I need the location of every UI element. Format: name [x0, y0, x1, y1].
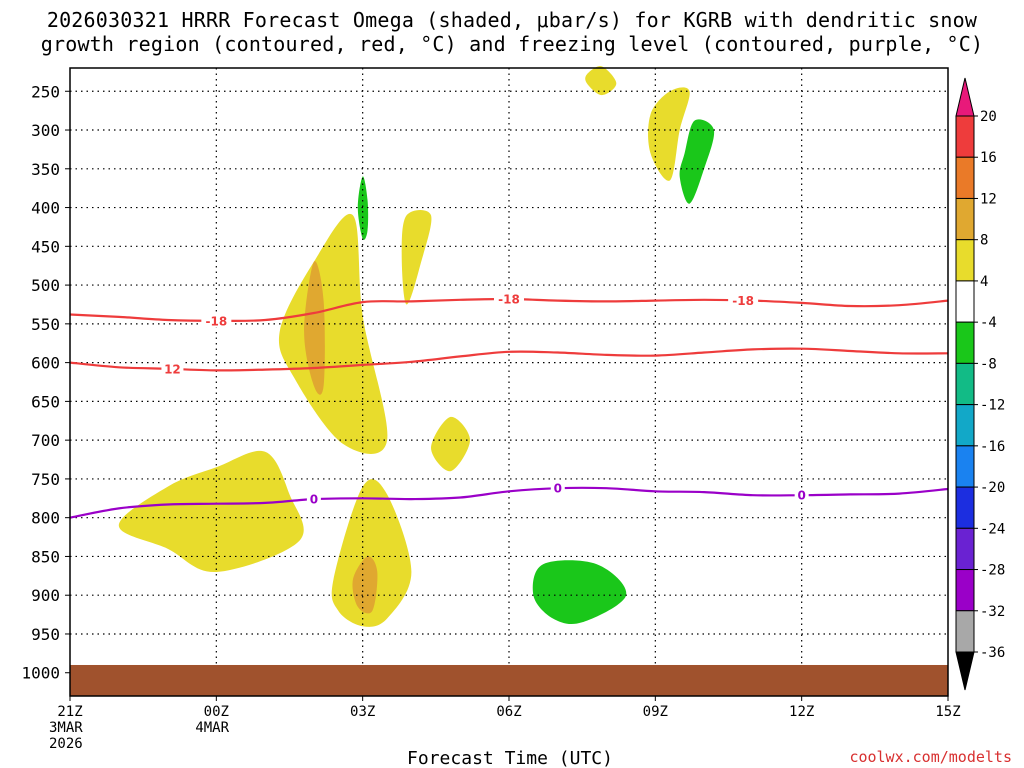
y-tick-label-900: 900: [31, 586, 60, 605]
y-tick-label-700: 700: [31, 431, 60, 450]
colorbar-label-10: -24: [980, 521, 1005, 537]
chart-title-line-1: 2026030321 HRRR Forecast Omega (shaded, …: [46, 8, 978, 32]
colorbar-label-3: 8: [980, 233, 988, 249]
colorbar-label-1: 16: [980, 150, 997, 166]
y-tick-label-450: 450: [31, 237, 60, 256]
colorbar-label-13: -36: [980, 645, 1005, 661]
contour-label-bg-dendritic-upper-1: [494, 292, 524, 307]
colorbar-box-8: [955, 445, 975, 488]
contours: -18 -18 -18 12 0 0 0: [69, 292, 949, 519]
contour-label-bg-freezing-level-2: [794, 488, 809, 503]
y-tick-label-600: 600: [31, 354, 60, 373]
grid: [70, 68, 948, 696]
shaded-region-upward-4-8: [648, 87, 690, 181]
ground-band: [70, 664, 948, 696]
chart-title-line-2: growth region (contoured, red, °C) and f…: [40, 32, 984, 56]
y-tick-label-750: 750: [31, 470, 60, 489]
x-tick-label-00Z-1: 4MAR: [195, 720, 229, 736]
y-tick-label-1000: 1000: [21, 664, 60, 683]
shaded-region-downward-4-8: [679, 119, 715, 204]
omega-shading: [118, 66, 715, 627]
colorbar-box-3: [955, 239, 975, 282]
shaded-region-upward-4-8: [118, 450, 304, 573]
y-tick-label-500: 500: [31, 276, 60, 295]
x-tick-label-09Z-0: 09Z: [643, 704, 668, 720]
shaded-region-upward-4-8: [431, 416, 470, 472]
colorbar-label-11: -28: [980, 563, 1005, 579]
contour-label-freezing-level-1: 0: [554, 482, 562, 496]
contour-label-dendritic-upper-2: -18: [732, 294, 754, 308]
y-tick-label-400: 400: [31, 199, 60, 218]
x-tick-label-21Z-1: 3MAR: [49, 720, 83, 736]
y-tick-label-350: 350: [31, 160, 60, 179]
y-tick-label-650: 650: [31, 392, 60, 411]
y-tick-label-850: 850: [31, 547, 60, 566]
contour-label-freezing-level-2: 0: [797, 489, 805, 503]
colorbar-label-5: -4: [980, 315, 997, 331]
colorbar-label-0: 20: [980, 109, 997, 125]
contour-label-dendritic-lower-0: 12: [164, 362, 181, 376]
contour-label-bg-freezing-level-1: [550, 481, 565, 496]
contour-label-dendritic-upper-0: -18: [205, 314, 227, 328]
colorbar-box-0: [955, 115, 975, 158]
colorbar-label-8: -16: [980, 439, 1005, 455]
x-tick-label-15Z-0: 15Z: [935, 704, 960, 720]
x-tick-label-03Z-0: 03Z: [350, 704, 375, 720]
shaded-region-upward-8-12: [352, 556, 378, 614]
colorbar-box-1: [955, 156, 975, 199]
shaded-region-upward-4-8: [331, 479, 412, 627]
shaded-region-upward-4-8: [585, 66, 617, 96]
contour-label-freezing-level-0: 0: [310, 493, 318, 507]
y-tick-label-950: 950: [31, 625, 60, 644]
y-tick-label-800: 800: [31, 509, 60, 528]
x-tick-label-12Z-0: 12Z: [789, 704, 814, 720]
shaded-region-downward-4-8: [532, 560, 627, 625]
colorbar-label-9: -20: [980, 480, 1005, 496]
colorbar-box-10: [955, 527, 975, 571]
contour-label-bg-dendritic-upper-2: [728, 293, 759, 308]
shaded-region-upward-4-8: [278, 213, 388, 455]
colorbar-box-4: [955, 280, 975, 323]
shaded-region-upward-4-8: [401, 209, 432, 305]
x-tick-label-06Z-0: 06Z: [496, 704, 521, 720]
colorbar-label-7: -12: [980, 398, 1005, 414]
colorbar-label-2: 12: [980, 191, 997, 207]
colorbar-label-12: -32: [980, 604, 1005, 620]
colorbar-bottom-arrow: [955, 651, 975, 691]
colorbar-label-4: 4: [980, 274, 988, 290]
x-tick-label-21Z-2: 2026: [49, 736, 83, 752]
colorbar-box-12: [955, 610, 975, 653]
colorbar: 20 16 12 8 4 -4 -8 -12 -16 -20 -24 -28 -32 -36: [955, 77, 1005, 691]
contour-dendritic-lower: [69, 347, 949, 372]
colorbar-top-arrow: [955, 77, 975, 117]
x-tick-label-21Z-0: 21Z: [57, 704, 82, 720]
shaded-region-downward-4-8: [357, 176, 369, 240]
colorbar-box-11: [955, 569, 975, 612]
credit-text: coolwx.com/modelts: [849, 748, 1012, 766]
contour-label-bg-dendritic-upper-0: [201, 313, 232, 328]
axes: 250 300 350 400 450 500 550 600 650 700 750 800 850 9…: [21, 82, 960, 752]
y-tick-label-250: 250: [31, 82, 60, 101]
ground-rect: [70, 664, 948, 696]
contour-label-bg-freezing-level-0: [306, 492, 321, 507]
x-tick-label-00Z-0: 00Z: [204, 704, 229, 720]
shaded-region-upward-8-12: [304, 261, 325, 395]
colorbar-label-6: -8: [980, 356, 997, 372]
colorbar-box-2: [955, 197, 975, 241]
colorbar-box-7: [955, 404, 975, 447]
colorbar-box-6: [955, 362, 975, 406]
contour-label-bg-dendritic-lower-0: [161, 361, 184, 376]
contour-label-dendritic-upper-1: -18: [498, 293, 520, 307]
y-tick-label-300: 300: [31, 121, 60, 140]
colorbar-box-5: [955, 321, 975, 364]
x-axis-label: Forecast Time (UTC): [407, 748, 613, 768]
y-tick-label-550: 550: [31, 315, 60, 334]
colorbar-box-9: [955, 486, 975, 529]
